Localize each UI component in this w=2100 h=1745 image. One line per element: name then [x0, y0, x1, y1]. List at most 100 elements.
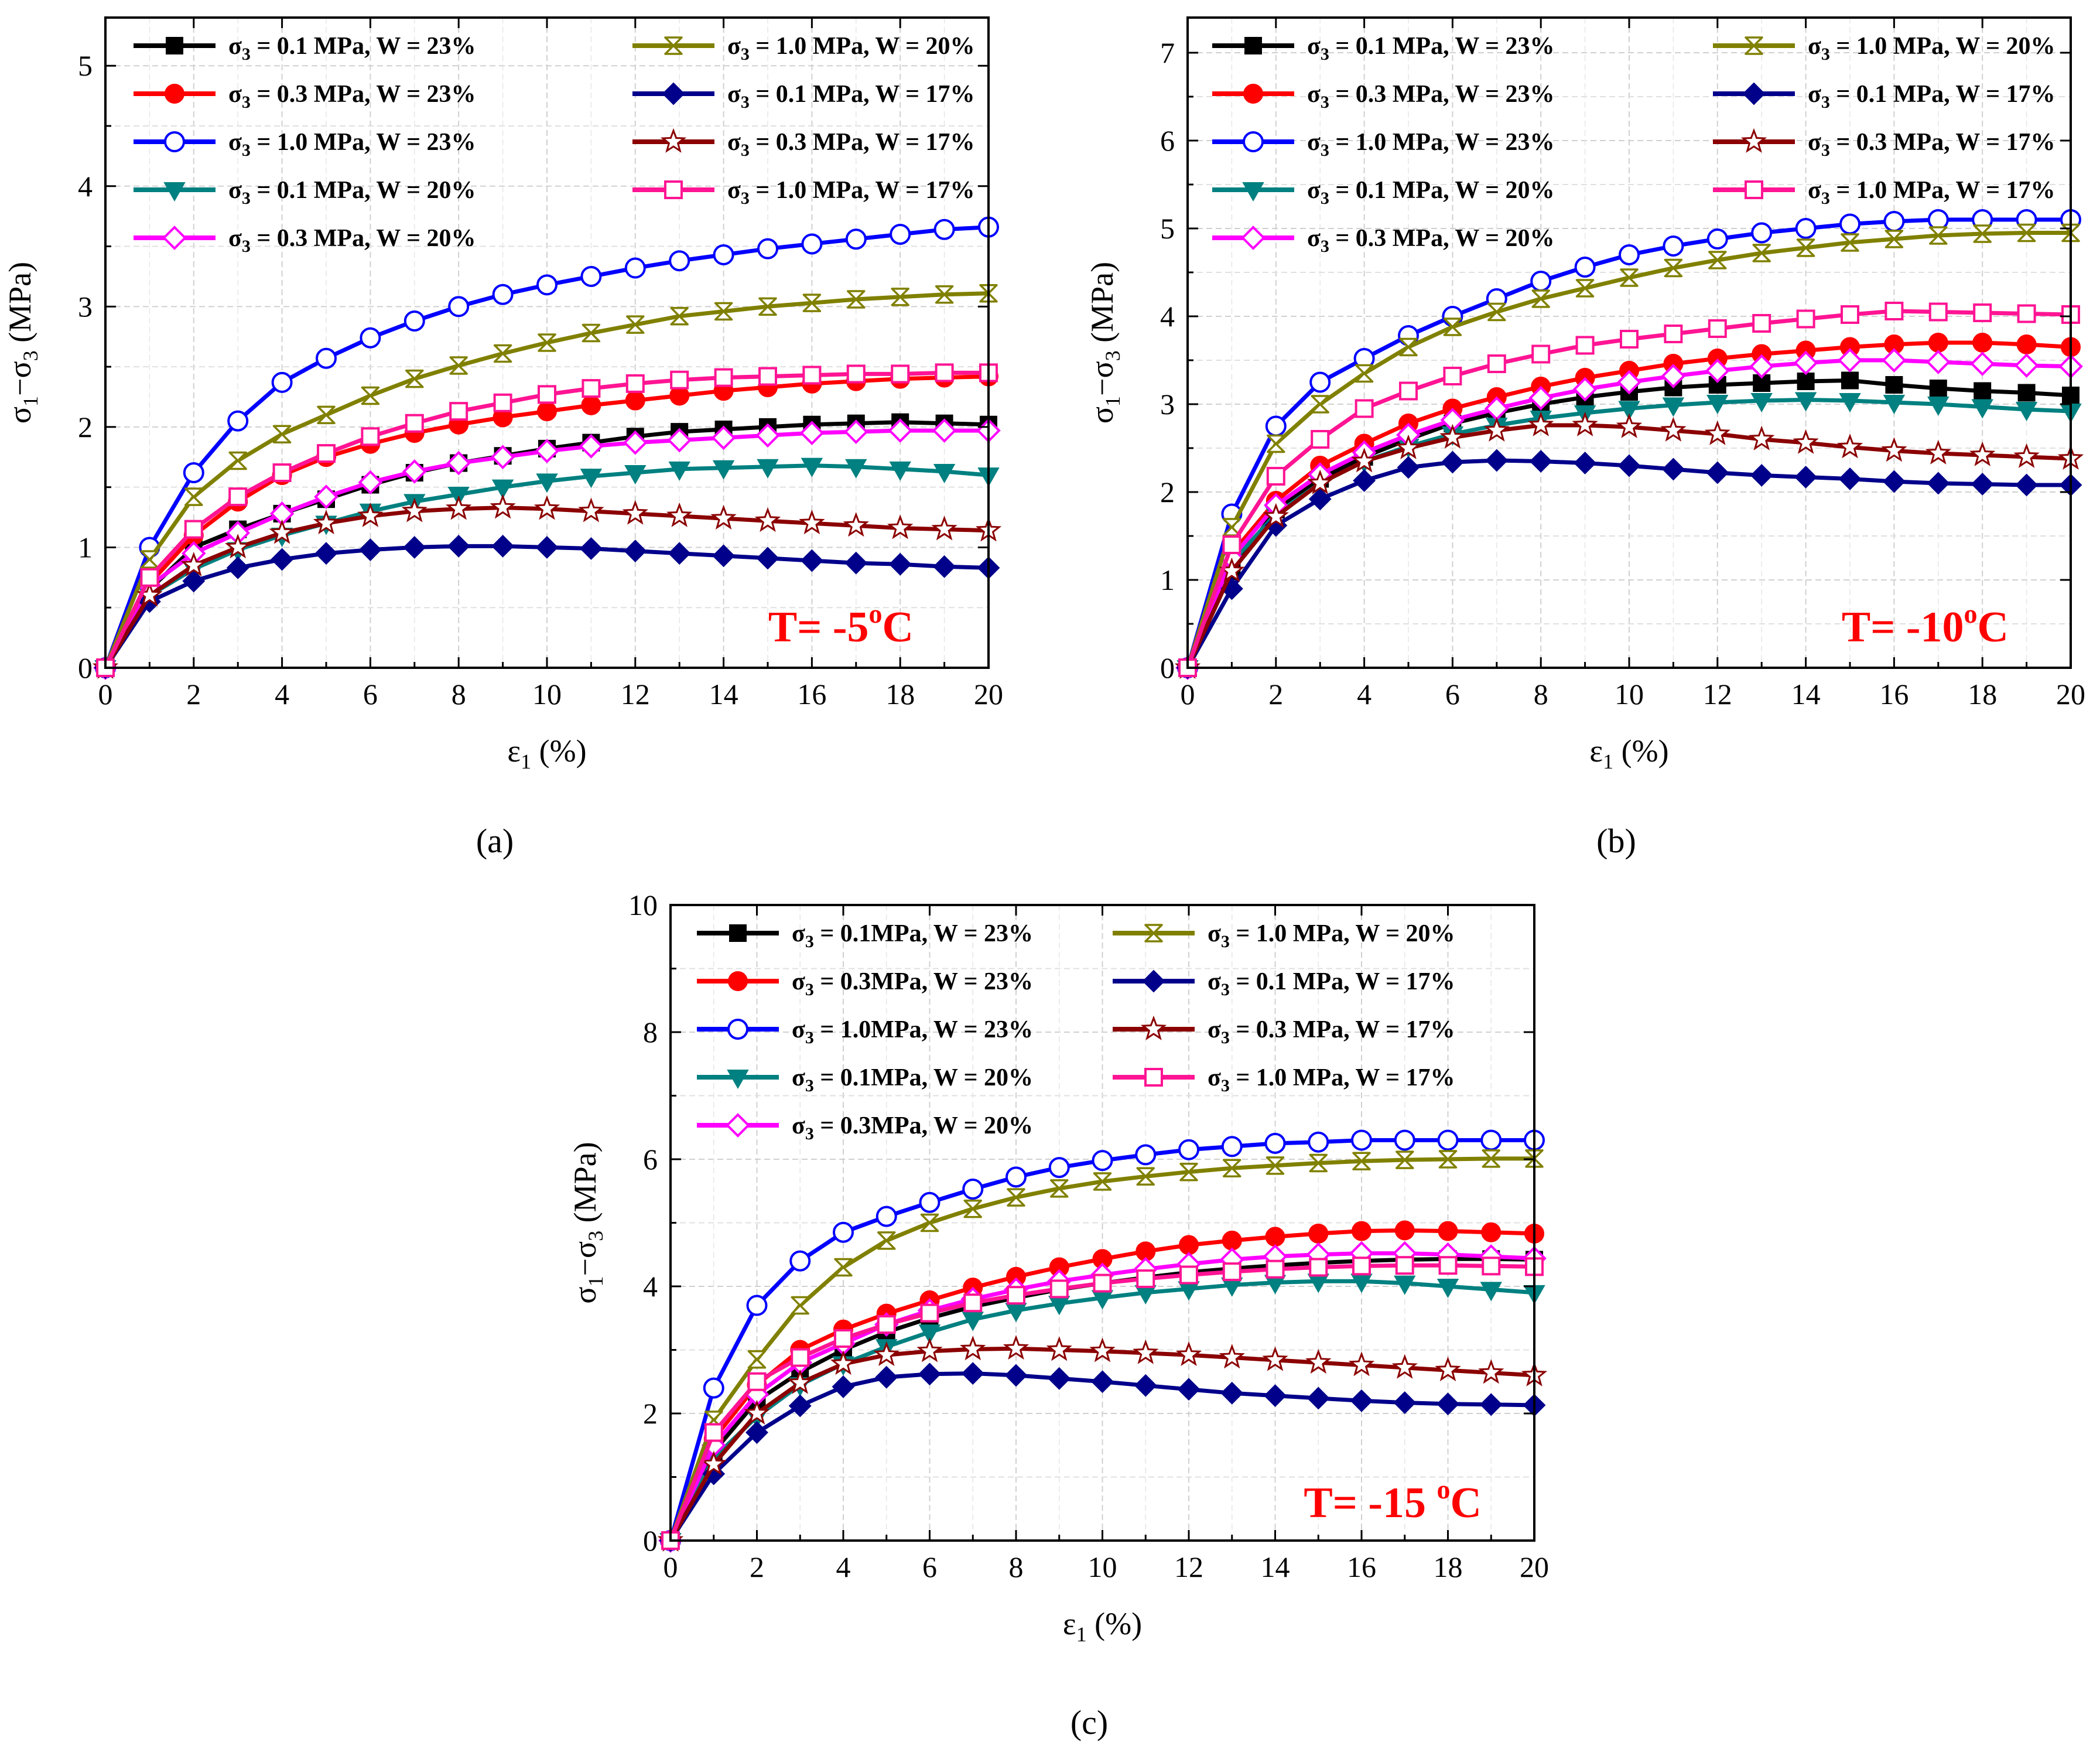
data-point [361, 427, 380, 446]
legend-value: = 0.3 MPa, W = 23% [1329, 81, 1555, 108]
data-point [960, 1336, 986, 1361]
data-point [962, 1178, 984, 1200]
data-point-shape [1311, 395, 1329, 414]
data-point [1479, 1393, 1503, 1416]
x-tick-label: 4 [836, 1551, 851, 1583]
data-point [1793, 429, 1819, 454]
data-point [184, 487, 203, 506]
data-point [1437, 1279, 1459, 1299]
data-point [1796, 238, 1815, 257]
x-tick-label: 12 [1703, 678, 1732, 711]
y-tick-label: 10 [628, 889, 658, 921]
y-tick-label: 2 [78, 411, 93, 443]
y-tick-label: 3 [1160, 388, 1175, 421]
data-point [317, 444, 336, 463]
data-point [405, 414, 424, 433]
data-point [920, 1213, 939, 1232]
legend-label: σ3 = 0.1 MPa, W = 20% [1307, 177, 1555, 208]
data-point [491, 479, 514, 499]
data-point [1355, 364, 1374, 383]
legend-entry-1: σ3 = 0.1 MPa, W = 23% [1212, 33, 1555, 64]
y-axis-part: (MPa) [567, 1142, 603, 1230]
data-point [1927, 209, 1949, 230]
data-point [712, 460, 735, 480]
legend-entry-6: σ3 = 1.0 MPa, W = 20% [632, 33, 975, 64]
panel-caption: (c) [1070, 1703, 1108, 1741]
legend-label: σ3 = 1.0 MPa, W = 20% [727, 33, 975, 64]
data-point [581, 395, 601, 415]
y-tick-label: 4 [1160, 300, 1175, 333]
legend-label: σ3 = 0.3 MPa, W = 17% [1208, 1016, 1455, 1047]
data-point [963, 1293, 983, 1313]
x-tick-label: 4 [1357, 678, 1372, 711]
data-point [1437, 1129, 1459, 1151]
data-point [1049, 1279, 1069, 1299]
data-point [1706, 228, 1728, 250]
legend-sigma: σ [1208, 968, 1221, 995]
legend-marker-shape [1144, 924, 1163, 942]
data-point-shape [747, 1350, 767, 1369]
legend-marker [726, 1113, 750, 1138]
legend-subscript: 3 [805, 1028, 814, 1047]
legend-subscript: 3 [1221, 1028, 1230, 1047]
data-point [624, 257, 646, 279]
temperature-unit: C [1978, 603, 2009, 651]
data-point [1574, 257, 1596, 278]
data-point [2013, 443, 2040, 468]
y-tick-label: 0 [78, 651, 93, 684]
series-8 [657, 1335, 1548, 1552]
x-tick-label: 12 [621, 678, 650, 711]
data-point-shape [877, 1231, 896, 1250]
data-point [1572, 377, 1598, 402]
legend-value: = 1.0 MPa, W = 20% [1830, 33, 2055, 60]
data-point [1399, 381, 1418, 401]
data-point [1575, 279, 1595, 298]
data-point [1311, 430, 1330, 449]
data-point [962, 1312, 984, 1331]
data-point [787, 1369, 813, 1394]
data-point [314, 542, 338, 565]
legend-label: σ3 = 1.0MPa, W = 23% [792, 1016, 1033, 1047]
data-point [403, 536, 426, 559]
data-point [1133, 1339, 1159, 1364]
data-point [313, 510, 340, 535]
x-tick-label: 16 [1879, 678, 1909, 711]
legend-subscript: 3 [1321, 141, 1329, 160]
legend-subscript: 3 [242, 93, 251, 112]
data-point [358, 538, 382, 561]
y-tick-label: 0 [1160, 651, 1175, 684]
legend-marker [162, 226, 187, 250]
data-point [757, 238, 778, 259]
data-point [580, 265, 602, 287]
data-point [2015, 402, 2038, 422]
data-point [449, 402, 468, 421]
data-point [535, 439, 559, 463]
data-point-shape [493, 344, 512, 363]
y-axis-part: (MPa) [2, 262, 37, 350]
data-point [1752, 244, 1771, 262]
legend-entry-8: σ3 = 0.3 MPa, W = 17% [1713, 128, 2055, 160]
legend-marker-shape [1745, 36, 1763, 55]
legend-value: = 0.1MPa, W = 23% [814, 920, 1033, 947]
data-point [918, 1324, 941, 1344]
data-point [1352, 1152, 1371, 1171]
data-point [622, 500, 648, 525]
legend-marker [165, 84, 184, 104]
y-axis-subscript: 3 [584, 1231, 607, 1241]
data-point [1265, 1227, 1285, 1247]
data-point [227, 410, 249, 432]
data-point [1351, 448, 1377, 473]
data-point [1093, 1172, 1112, 1191]
data-point [755, 423, 780, 448]
data-point [1794, 392, 1817, 412]
data-point-shape [1796, 238, 1815, 257]
data-point [1222, 1230, 1242, 1251]
data-point [1305, 1348, 1332, 1374]
data-point [1093, 1273, 1112, 1293]
legend-marker [1242, 182, 1264, 202]
data-point [269, 519, 295, 544]
y-axis-title: σ1−σ3 (MPa) [2, 262, 42, 424]
data-point [847, 290, 866, 309]
data-point [624, 539, 647, 563]
